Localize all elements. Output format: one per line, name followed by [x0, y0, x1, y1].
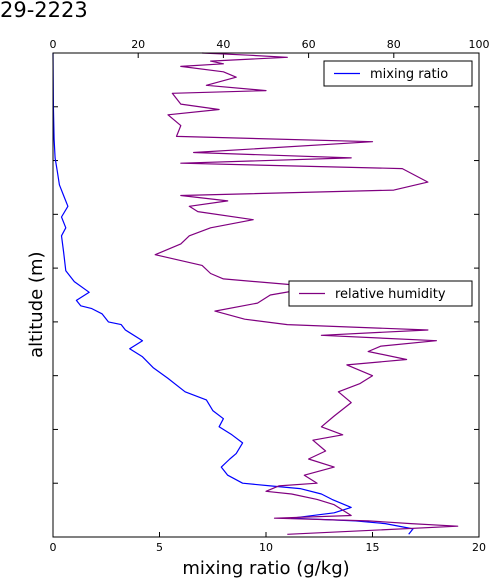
legend-layer: mixing ratio relative humidity	[288, 60, 473, 307]
series-line-mixing-ratio	[52, 52, 414, 535]
bottom-x-tick-label: 5	[156, 541, 163, 554]
plot-frame	[52, 52, 480, 538]
legend-relative-humidity: relative humidity	[288, 280, 473, 307]
bottom-x-tick-label: 10	[259, 541, 273, 554]
legend-label: relative humidity	[335, 287, 446, 302]
bottom-x-tick-label: 0	[50, 541, 57, 554]
top-x-tick-label: 0	[50, 38, 57, 51]
legend-mixing-ratio: mixing ratio	[323, 60, 473, 87]
bottom-x-tick-label: 20	[472, 541, 486, 554]
bottom-x-tick-label: 15	[366, 541, 380, 554]
series-layer	[52, 52, 459, 535]
top-x-tick-label: 60	[302, 38, 316, 51]
legend-label: mixing ratio	[370, 67, 448, 82]
top-x-tick-label: 100	[469, 38, 490, 51]
y-axis-label: altitude (m)	[26, 252, 47, 358]
labels-layer: 0 5 10 15 20 0 20 40 60 80 100 mixing ratio (g/kg) a…	[26, 38, 490, 578]
series-line-relative-humidity	[154, 52, 459, 535]
chart-title: 29-2223	[0, 0, 88, 22]
x-axis-label: mixing ratio (g/kg)	[182, 558, 349, 578]
top-x-tick-label: 80	[387, 38, 401, 51]
top-x-tick-label: 20	[131, 38, 145, 51]
top-x-tick-label: 40	[216, 38, 230, 51]
